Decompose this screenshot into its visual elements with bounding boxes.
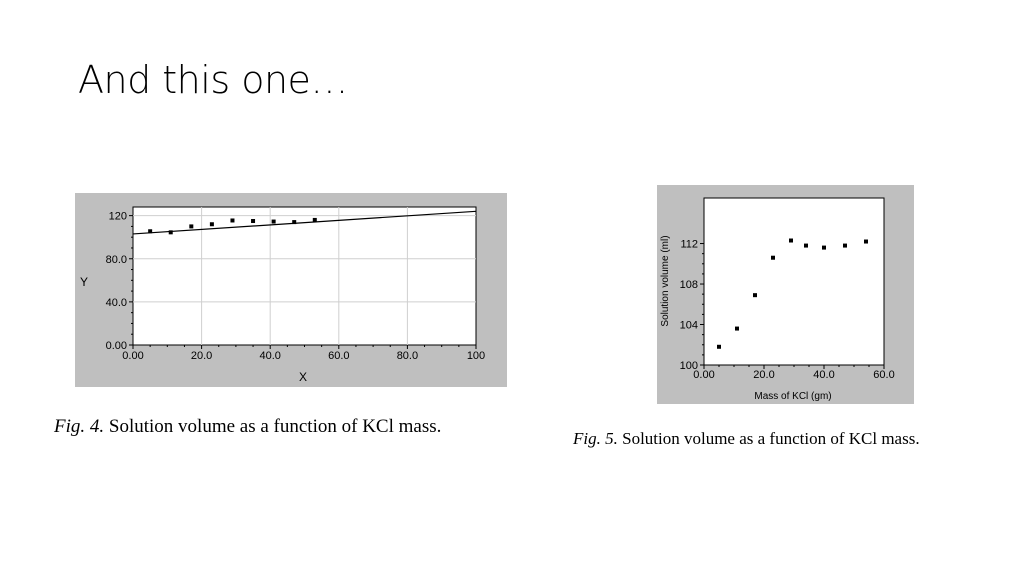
data-point: [864, 239, 868, 244]
figure-5-chart: 0.00 20.0 40.0 60.0 100 104 108 112 Mass of KCl…: [657, 185, 914, 404]
x-axis-title: X: [299, 370, 307, 384]
data-point: [209, 222, 214, 227]
y-tick-label: 104: [680, 320, 698, 332]
data-point: [804, 243, 808, 248]
x-tick-label: 20.0: [753, 369, 774, 381]
x-tick-label: 0.00: [122, 350, 143, 362]
data-point: [735, 326, 739, 331]
y-tick-label: 0.00: [106, 340, 127, 352]
x-tick-label: 20.0: [191, 350, 212, 362]
plot-area: [132, 206, 477, 346]
figure-5-caption-text: Solution volume as a function of KCl mas…: [622, 429, 920, 448]
data-point: [312, 217, 317, 222]
x-axis-title: Mass of KCl (gm): [754, 391, 831, 402]
data-point: [168, 230, 173, 235]
data-point: [271, 219, 276, 224]
x-tick-label: 40.0: [813, 369, 834, 381]
figure-5-label: Fig. 5.: [573, 429, 618, 448]
figure-4-label: Fig. 4.: [54, 416, 105, 437]
trend-line: [132, 210, 477, 235]
y-axis-title: Y: [80, 275, 88, 289]
x-tick-label: 0.00: [693, 369, 714, 381]
y-tick-label: 80.0: [106, 254, 127, 266]
x-tick-label: 60.0: [328, 350, 349, 362]
data-point: [717, 344, 721, 349]
figure-4-chart: 0.00 20.0 40.0 60.0 80.0 100 0.00 40.0 80.0 120 X…: [75, 193, 507, 387]
data-point: [189, 224, 194, 229]
y-tick-label: 112: [680, 239, 698, 251]
data-point: [251, 219, 256, 224]
x-tick-label: 100: [467, 350, 485, 362]
slide-title: And this one…: [78, 58, 348, 102]
x-tick-label: 80.0: [397, 350, 418, 362]
x-tick-label: 40.0: [259, 350, 280, 362]
y-tick-label: 108: [680, 279, 698, 291]
figure-4-caption: Fig. 4. Solution volume as a function of…: [54, 416, 441, 438]
data-point: [753, 293, 757, 298]
y-axis-title: Solution volume (ml): [660, 235, 671, 326]
figure-5-caption: Fig. 5. Solution volume as a function of…: [573, 429, 920, 449]
data-point: [148, 229, 153, 234]
data-point: [292, 220, 297, 225]
data-point: [771, 255, 775, 260]
data-point: [789, 238, 793, 243]
data-point: [230, 218, 235, 223]
plot-area: [703, 197, 885, 366]
x-tick-label: 60.0: [873, 369, 894, 381]
y-tick-label: 120: [109, 211, 127, 223]
data-point: [822, 245, 826, 250]
figure-4-caption-text: Solution volume as a function of KCl mas…: [108, 416, 442, 437]
y-tick-label: 100: [680, 360, 698, 372]
data-point: [843, 243, 847, 248]
y-tick-label: 40.0: [106, 297, 127, 309]
